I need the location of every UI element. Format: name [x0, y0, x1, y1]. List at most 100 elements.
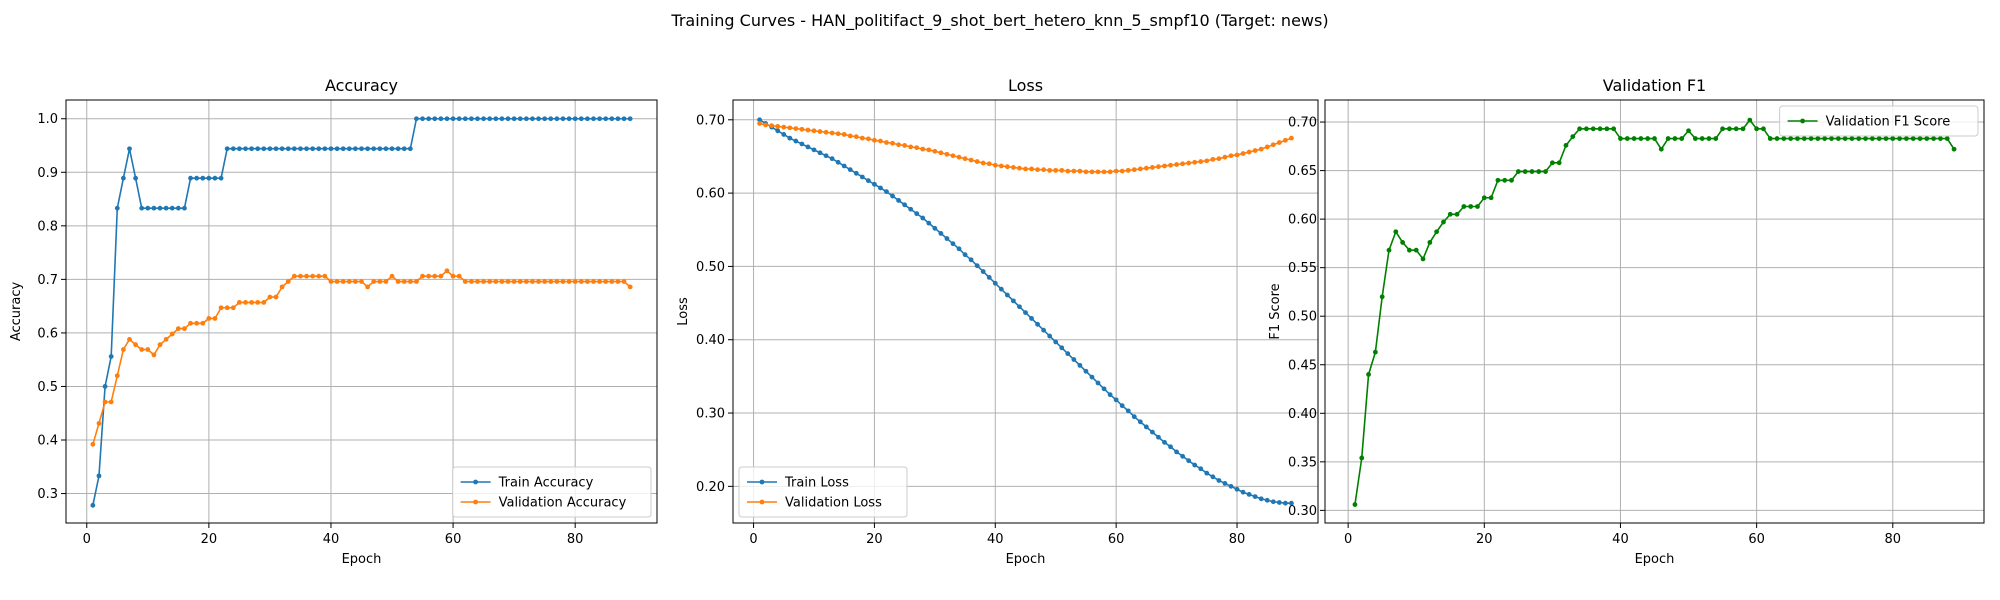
data-point: [1801, 136, 1807, 141]
data-point: [1107, 392, 1113, 398]
data-point: [133, 342, 139, 348]
data-point: [932, 148, 938, 154]
data-point: [389, 273, 395, 279]
data-point: [1699, 136, 1705, 141]
data-point: [1706, 136, 1712, 141]
x-tick-label: 40: [1612, 532, 1629, 547]
series-line-1: [92, 117, 631, 506]
data-point: [120, 347, 126, 352]
legend: Train Loss Validation Loss: [738, 466, 908, 518]
data-point: [1023, 166, 1028, 172]
data-point: [1222, 481, 1228, 486]
data-point: [1379, 294, 1385, 300]
data-point: [139, 205, 145, 211]
x-tick-label: 60: [1108, 532, 1125, 547]
y-axis-label: Loss: [676, 297, 691, 326]
data-point: [1071, 168, 1077, 174]
data-point: [273, 146, 279, 152]
data-point: [298, 273, 303, 279]
y-axis-label: Accuracy: [9, 282, 24, 342]
data-point: [1815, 136, 1821, 141]
data-point: [811, 147, 817, 153]
data-point: [1366, 372, 1371, 377]
data-point: [847, 133, 853, 139]
data-point: [169, 205, 175, 211]
data-point: [1077, 362, 1083, 368]
data-point: [1222, 154, 1228, 160]
data-point: [896, 142, 901, 148]
data-point: [1618, 136, 1623, 141]
data-point: [799, 126, 805, 132]
data-point: [615, 279, 621, 284]
data-point: [1089, 374, 1095, 380]
data-point: [992, 162, 998, 168]
data-point: [554, 279, 560, 284]
data-point: [371, 146, 377, 152]
data-point: [1011, 298, 1016, 304]
data-point: [1137, 419, 1143, 425]
data-point: [96, 421, 102, 426]
data-point: [1113, 168, 1119, 174]
legend-label: Train Accuracy: [498, 476, 594, 491]
chart-panel-1: 0 20 40 60 80 0.3 0.4 0.5 0.6 0.7 0.8 0.9 1.0 Accurac…: [9, 76, 658, 567]
data-point: [1910, 136, 1916, 141]
data-point: [1198, 159, 1204, 164]
data-point: [224, 305, 230, 311]
data-point: [902, 143, 908, 148]
y-tick-label: 0.55: [1288, 261, 1317, 276]
data-point: [420, 116, 425, 122]
data-point: [1210, 156, 1216, 162]
data-point: [572, 116, 578, 122]
data-point: [1665, 136, 1671, 141]
data-point: [1611, 126, 1617, 132]
legend-label: Validation F1 Score: [1826, 115, 1951, 130]
data-point: [517, 279, 523, 284]
data-point: [401, 279, 407, 284]
data-point: [236, 146, 242, 152]
data-point: [829, 156, 835, 162]
data-point: [285, 146, 291, 152]
legend-box: [1779, 105, 1979, 137]
data-point: [1174, 162, 1179, 167]
data-point: [1543, 169, 1548, 174]
data-point: [1053, 167, 1059, 173]
data-point: [261, 300, 267, 305]
data-point: [1047, 333, 1053, 339]
y-axis-label: F1 Score: [1268, 283, 1283, 339]
data-point: [536, 116, 541, 122]
data-point: [865, 178, 871, 184]
data-point: [1210, 474, 1216, 480]
data-point: [1454, 211, 1460, 217]
data-point: [1747, 117, 1753, 123]
data-point: [475, 279, 480, 284]
data-point: [230, 146, 236, 152]
y-tick-label: 0.8: [37, 219, 58, 234]
data-point: [787, 125, 793, 131]
data-point: [1529, 169, 1535, 174]
data-point: [1041, 167, 1047, 173]
legend-marker: [759, 479, 765, 485]
data-point: [151, 205, 157, 211]
data-point: [585, 116, 590, 122]
legend-box: [738, 466, 908, 518]
data-point: [986, 161, 992, 167]
data-point: [865, 136, 871, 142]
data-point: [968, 157, 974, 163]
data-point: [1842, 136, 1848, 141]
data-point: [1131, 167, 1137, 173]
data-point: [432, 273, 438, 279]
data-point: [1276, 500, 1282, 505]
data-point: [1441, 219, 1446, 225]
data-point: [505, 116, 511, 122]
data-point: [224, 146, 230, 152]
data-point: [359, 146, 364, 152]
data-point: [841, 132, 847, 137]
data-point: [511, 279, 517, 284]
data-point: [432, 116, 438, 122]
data-point: [1137, 166, 1143, 172]
data-point: [841, 163, 847, 169]
data-point: [481, 279, 487, 284]
data-point: [757, 121, 762, 126]
data-point: [114, 205, 120, 211]
